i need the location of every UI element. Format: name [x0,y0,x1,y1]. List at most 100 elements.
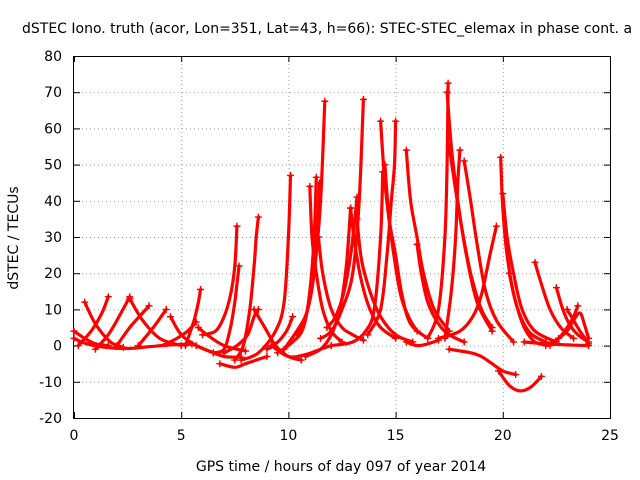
y-tick-label: -10 [39,375,62,391]
plus-marker [220,349,228,357]
series-arc-49 [496,369,543,393]
plus-marker [381,161,389,169]
plus-marker [119,343,127,351]
plus-marker [552,284,560,292]
plus-marker [512,371,520,379]
plus-marker [113,342,121,350]
series-arc-15 [211,264,241,355]
plot-frame [73,56,611,419]
plus-marker [196,285,204,293]
plus-marker [413,240,421,248]
plus-marker [263,345,271,353]
plus-marker [510,338,518,346]
y-tick-label: 10 [44,302,62,318]
series-arc-21 [265,315,295,351]
series-arc-17 [233,215,260,362]
plus-marker [312,173,320,181]
plus-marker [280,345,288,353]
y-tick-label: 50 [44,158,62,174]
series-arc-25 [295,181,322,337]
plus-marker [353,193,361,201]
series-arc-14 [201,224,239,337]
plus-marker [574,302,582,310]
plus-marker [353,215,361,223]
plus-marker [377,117,385,125]
series-arc-12 [196,325,248,353]
x-tick-label: 0 [70,428,79,444]
chart-title: dSTEC Iono. truth (acor, Lon=351, Lat=43… [22,21,632,37]
plus-marker [445,345,453,353]
plus-marker [402,338,410,346]
plus-marker [289,313,297,321]
plus-marker [499,190,507,198]
plus-marker [306,182,314,190]
plus-marker [233,222,241,230]
plus-marker [91,345,99,353]
plus-marker [520,338,528,346]
plus-marker [254,213,262,221]
plus-marker [104,293,112,301]
plus-marker [585,342,593,350]
plus-marker [126,295,134,303]
plus-marker [434,334,442,342]
plus-marker [495,367,503,375]
plus-marker [531,258,539,266]
x-axis-label: GPS time / hours of day 097 of year 2014 [196,459,486,475]
plus-marker [250,305,258,313]
plus-marker [70,327,78,335]
y-tick-label: 40 [44,194,62,210]
x-tick-label: 25 [601,428,619,444]
plus-marker [194,324,202,331]
series-arc-01 [72,329,110,348]
plus-marker [267,342,275,350]
plus-marker [497,153,505,161]
plus-marker [192,342,200,350]
plus-marker [231,356,239,364]
plus-marker [314,233,322,241]
x-tick-label: 10 [279,428,297,444]
y-tick-label: 80 [44,49,62,65]
plus-marker [216,360,224,368]
series-group [70,79,593,393]
plus-marker [166,313,174,321]
y-tick-label: -20 [39,411,62,427]
series-arc-20 [239,173,293,362]
plus-marker [456,146,464,154]
series-arc-45 [436,224,498,340]
plus-marker [492,222,500,230]
plus-marker [237,356,245,364]
plus-marker [392,117,400,125]
series-arc-11 [183,287,203,348]
series-arc-31 [349,206,398,340]
plus-marker [274,349,282,357]
plus-marker [444,79,452,87]
y-tick-label: 0 [53,339,62,355]
series-arc-08 [136,307,168,348]
plus-marker [209,349,217,357]
plus-marker [134,342,142,350]
series-arc-54 [556,311,591,340]
plus-marker [537,372,545,380]
plus-marker [364,331,372,339]
series-arc-34 [379,119,419,333]
plus-marker [359,336,367,344]
plus-marker [242,347,250,355]
plus-marker [263,352,271,360]
axis-tick-labels: 0 5 10 15 20 25 -20 -10 0 10 20 30 40 50 60 70 80 [39,49,619,444]
x-tick-label: 5 [177,428,186,444]
grid [74,56,610,418]
plus-marker [317,334,325,342]
series-arc-55 [565,307,591,346]
series-arc-56 [522,340,591,348]
series-arc-16 [218,354,269,369]
series-arc-36 [383,163,430,340]
plus-marker [297,356,305,364]
plus-marker [162,340,170,348]
plus-marker [323,324,331,331]
series-arc-53 [544,304,580,348]
plus-marker [445,143,453,150]
plus-marker [199,331,207,339]
plus-marker [70,334,78,342]
y-tick-label: 60 [44,121,62,137]
